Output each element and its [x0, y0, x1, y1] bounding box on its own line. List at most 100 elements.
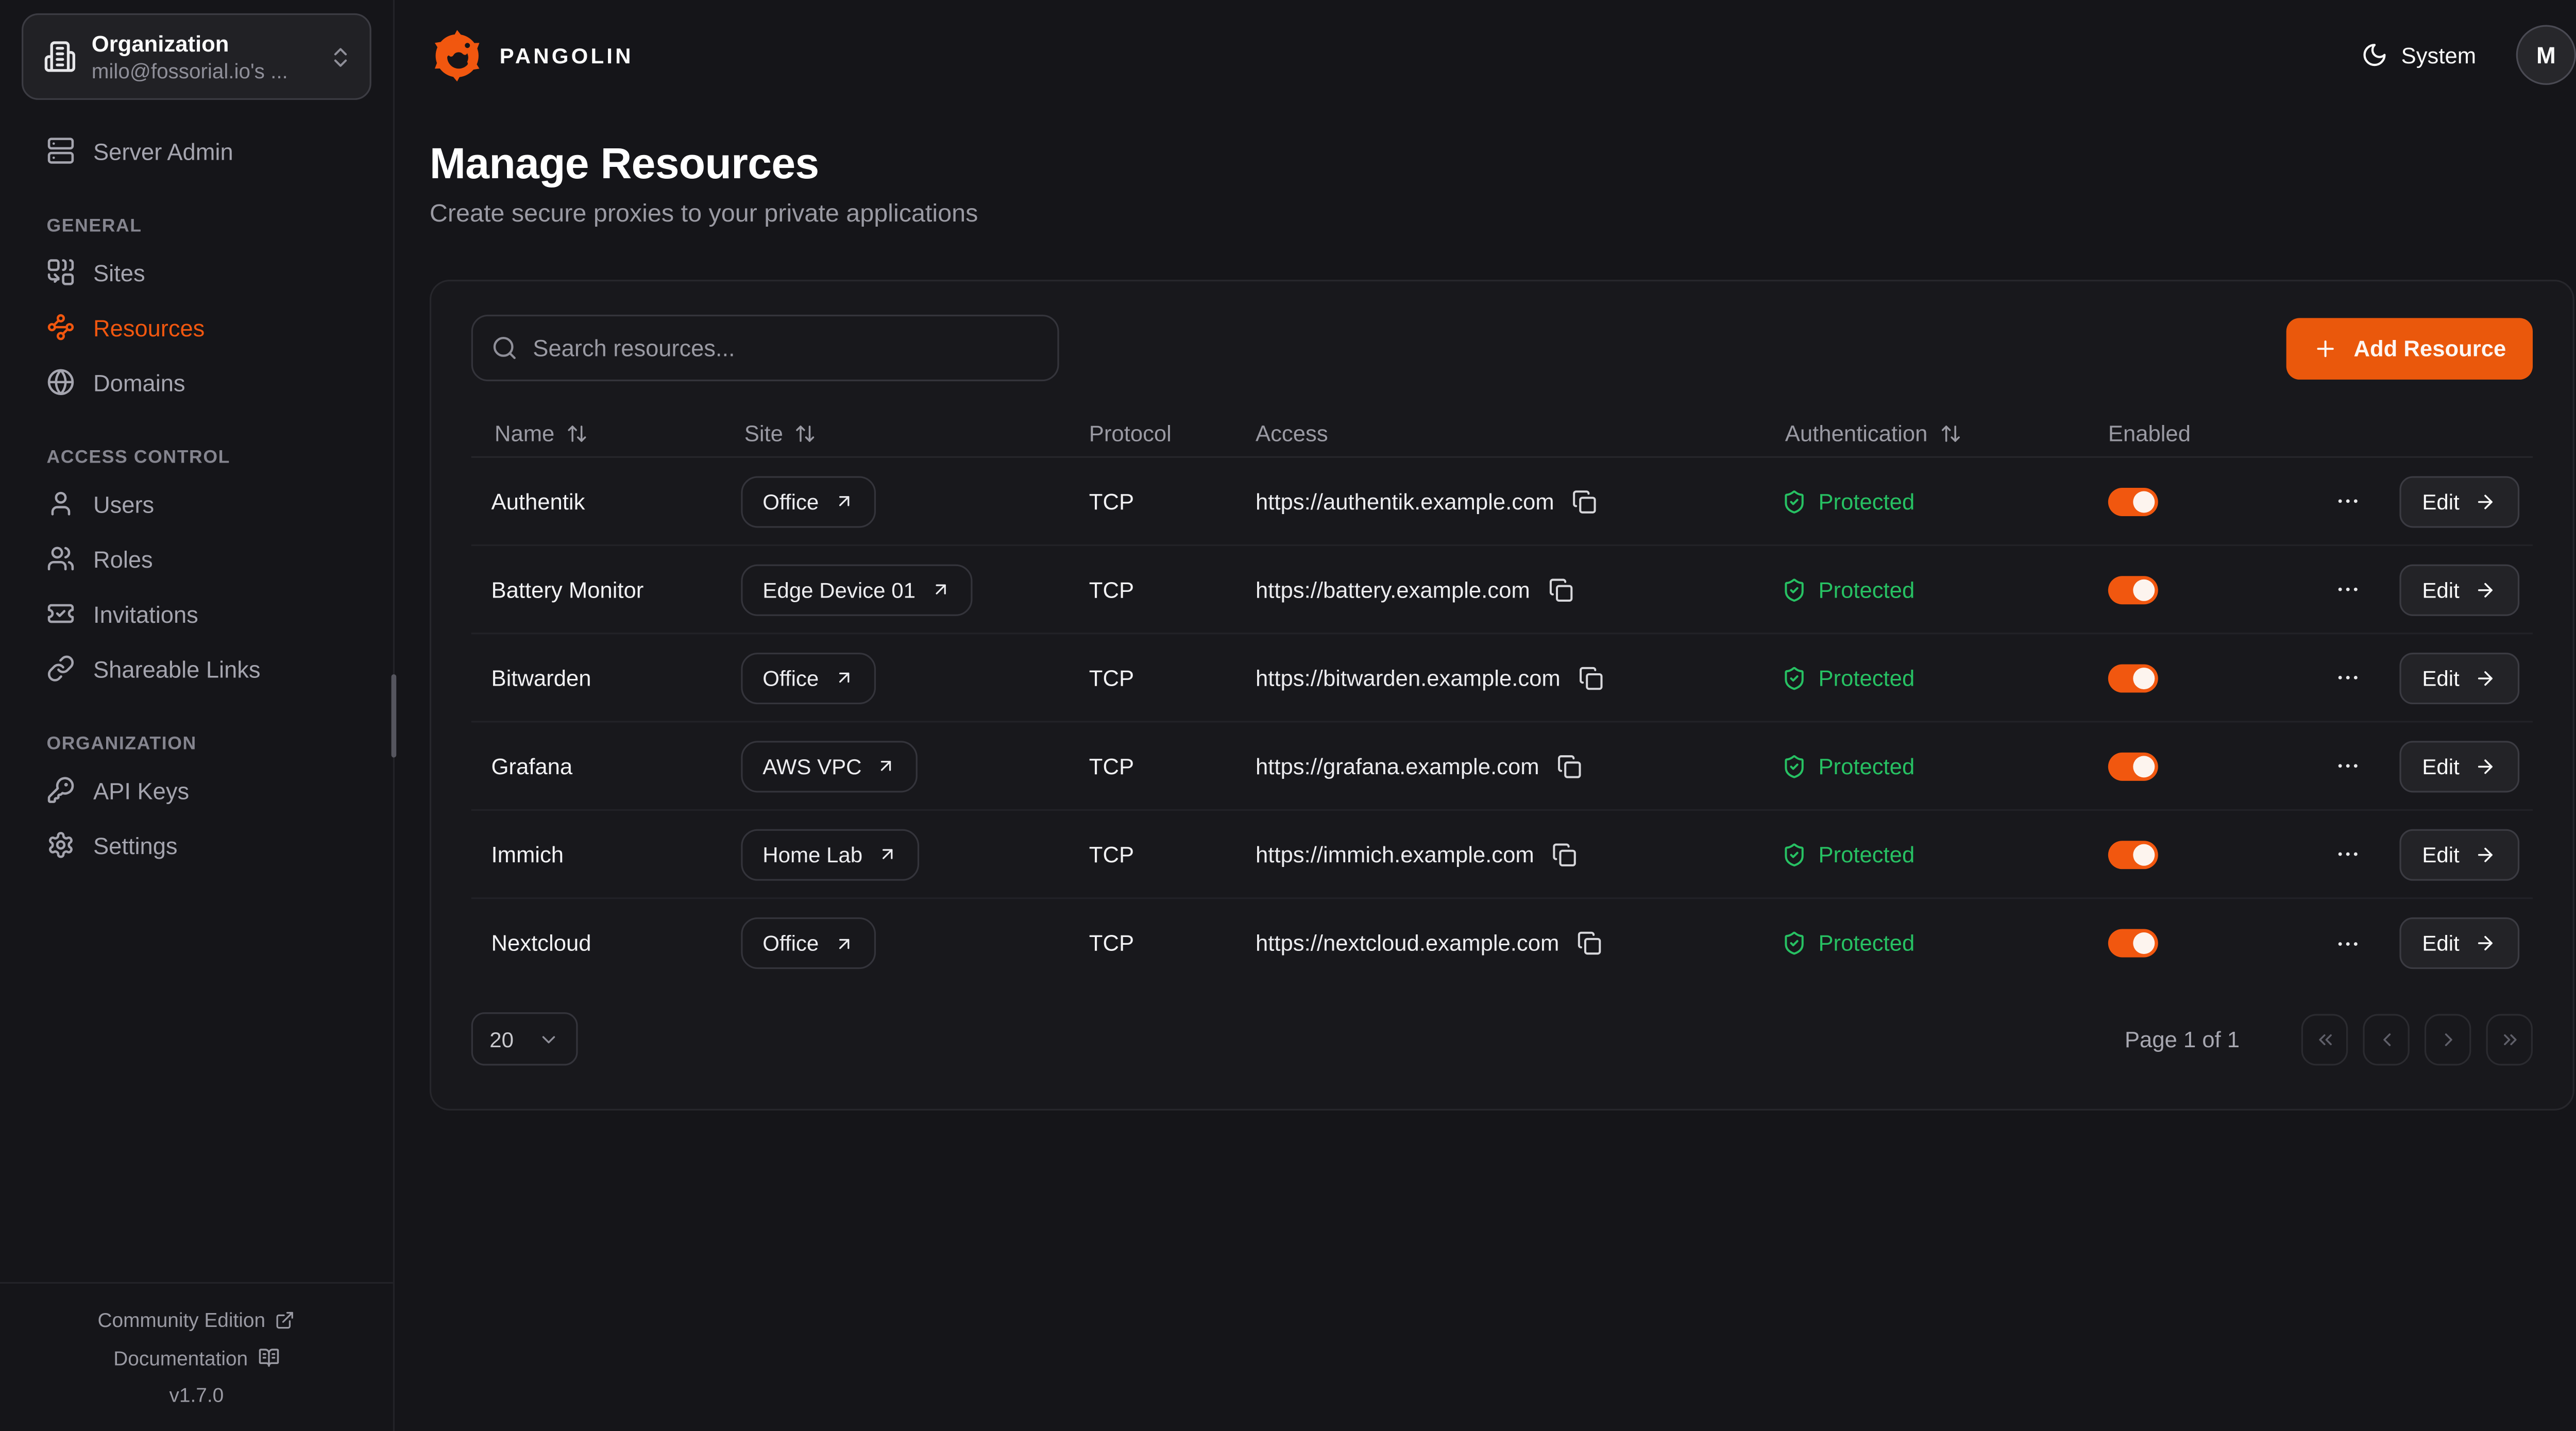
sidebar-item-server-admin[interactable]: Server Admin	[23, 123, 369, 178]
theme-label: System	[2401, 42, 2477, 67]
site-link-button[interactable]: Office	[741, 652, 876, 704]
table-row: Immich Home Lab TCP https://immich.examp…	[471, 811, 2533, 899]
auth-status: Protected	[1818, 665, 1915, 690]
sidebar-item-api-keys[interactable]: API Keys	[23, 762, 369, 817]
ellipsis-icon	[2334, 665, 2361, 691]
copy-button[interactable]	[1552, 842, 1577, 866]
table-row: Battery Monitor Edge Device 01 TCP https…	[471, 546, 2533, 635]
edit-button[interactable]: Edit	[2399, 564, 2520, 616]
sidebar-item-label: Server Admin	[93, 137, 233, 164]
documentation-link[interactable]: Documentation	[0, 1340, 393, 1377]
link-icon	[46, 654, 75, 683]
access-url: https://nextcloud.example.com	[1256, 930, 1560, 956]
protocol: TCP	[1089, 665, 1134, 690]
previous-page-button[interactable]	[2363, 1013, 2410, 1065]
edit-button[interactable]: Edit	[2399, 652, 2520, 704]
copy-icon	[1578, 931, 1602, 956]
site-link-button[interactable]: Office	[741, 917, 876, 969]
copy-icon	[1557, 754, 1582, 778]
sidebar: Organization milo@fossorial.io's ... Ser…	[0, 0, 397, 1431]
copy-icon	[1579, 665, 1603, 690]
sort-icon	[795, 422, 817, 444]
access-url: https://grafana.example.com	[1256, 753, 1539, 779]
enabled-toggle[interactable]	[2108, 487, 2158, 516]
shield-check-icon	[1782, 577, 1806, 602]
copy-button[interactable]	[1578, 931, 1602, 956]
site-link-button[interactable]: Edge Device 01	[741, 564, 972, 616]
combine-icon	[46, 258, 75, 286]
brand-logo[interactable]: PANGOLIN	[430, 27, 634, 82]
column-header-site[interactable]: Site	[721, 420, 1069, 446]
toggle-knob	[2133, 490, 2155, 512]
arrow-up-right-icon	[877, 844, 897, 864]
sidebar-section-access-control: ACCESS CONTROL	[46, 448, 230, 468]
theme-toggle-button[interactable]: System	[2361, 42, 2476, 69]
site-name: AWS VPC	[762, 753, 862, 779]
sidebar-item-invitations[interactable]: Invitations	[23, 586, 369, 641]
shield-check-icon	[1782, 931, 1806, 956]
site-link-button[interactable]: AWS VPC	[741, 740, 919, 792]
avatar[interactable]: M	[2516, 25, 2576, 85]
column-header-name[interactable]: Name	[471, 420, 721, 446]
edit-button[interactable]: Edit	[2399, 475, 2520, 527]
edit-button[interactable]: Edit	[2399, 917, 2520, 969]
shield-check-icon	[1782, 489, 1806, 514]
sidebar-item-domains[interactable]: Domains	[23, 354, 369, 410]
row-menu-button[interactable]	[2334, 841, 2361, 867]
external-link-icon	[275, 1311, 295, 1331]
copy-button[interactable]	[1557, 754, 1582, 778]
sidebar-item-roles[interactable]: Roles	[23, 531, 369, 586]
sidebar-item-label: Invitations	[93, 600, 198, 627]
org-selector[interactable]: Organization milo@fossorial.io's ...	[22, 13, 371, 100]
row-menu-button[interactable]	[2334, 665, 2361, 691]
shield-check-icon	[1782, 665, 1806, 690]
search-wrap	[471, 314, 1059, 382]
last-page-button[interactable]	[2486, 1013, 2533, 1065]
page-size-select[interactable]: 20	[471, 1012, 578, 1066]
copy-button[interactable]	[1579, 665, 1603, 690]
chevron-left-icon	[2376, 1028, 2397, 1050]
table-row: Grafana AWS VPC TCP https://grafana.exam…	[471, 723, 2533, 811]
row-menu-button[interactable]	[2334, 753, 2361, 779]
enabled-toggle[interactable]	[2108, 929, 2158, 958]
table-header-row: Name Site Protocol Access Authenticati	[471, 410, 2533, 458]
sidebar-item-settings[interactable]: Settings	[23, 817, 369, 873]
edit-button[interactable]: Edit	[2399, 828, 2520, 880]
protocol: TCP	[1089, 841, 1134, 867]
sidebar-item-users[interactable]: Users	[23, 476, 369, 531]
table-row: Bitwarden Office TCP https://bitwarden.e…	[471, 634, 2533, 723]
next-page-button[interactable]	[2424, 1013, 2471, 1065]
column-header-authentication[interactable]: Authentication	[1762, 420, 2088, 446]
pagination: Page 1 of 1	[2125, 1013, 2533, 1065]
row-menu-button[interactable]	[2334, 488, 2361, 515]
access-url: https://authentik.example.com	[1256, 488, 1554, 514]
add-resource-button[interactable]: Add Resource	[2287, 318, 2533, 380]
row-menu-button[interactable]	[2334, 930, 2361, 957]
site-link-button[interactable]: Office	[741, 475, 876, 527]
edit-button[interactable]: Edit	[2399, 740, 2520, 792]
enabled-toggle[interactable]	[2108, 575, 2158, 604]
sidebar-item-sites[interactable]: Sites	[23, 245, 369, 300]
first-page-button[interactable]	[2301, 1013, 2348, 1065]
key-icon	[46, 776, 75, 804]
enabled-toggle[interactable]	[2108, 840, 2158, 868]
search-input[interactable]	[471, 314, 1059, 382]
site-link-button[interactable]: Home Lab	[741, 828, 920, 880]
table-body: Authentik Office TCP https://authentik.e…	[471, 458, 2533, 987]
copy-button[interactable]	[1548, 577, 1573, 602]
sidebar-section-general: GENERAL	[46, 216, 142, 236]
enabled-toggle[interactable]	[2108, 752, 2158, 780]
org-selector-label: Organization	[91, 30, 229, 56]
row-menu-button[interactable]	[2334, 576, 2361, 603]
sidebar-item-shareable-links[interactable]: Shareable Links	[23, 641, 369, 696]
community-edition-link[interactable]: Community Edition	[0, 1302, 393, 1340]
community-edition-label: Community Edition	[97, 1308, 266, 1332]
copy-button[interactable]	[1572, 489, 1597, 514]
sidebar-scrollbar-thumb[interactable]	[391, 674, 397, 758]
card-toolbar: Add Resource	[471, 314, 2533, 382]
shield-check-icon	[1782, 842, 1806, 866]
topbar: PANGOLIN System M	[395, 0, 2576, 87]
enabled-toggle[interactable]	[2108, 663, 2158, 692]
sidebar-item-resources[interactable]: Resources	[23, 300, 369, 355]
resource-name: Nextcloud	[491, 930, 591, 956]
